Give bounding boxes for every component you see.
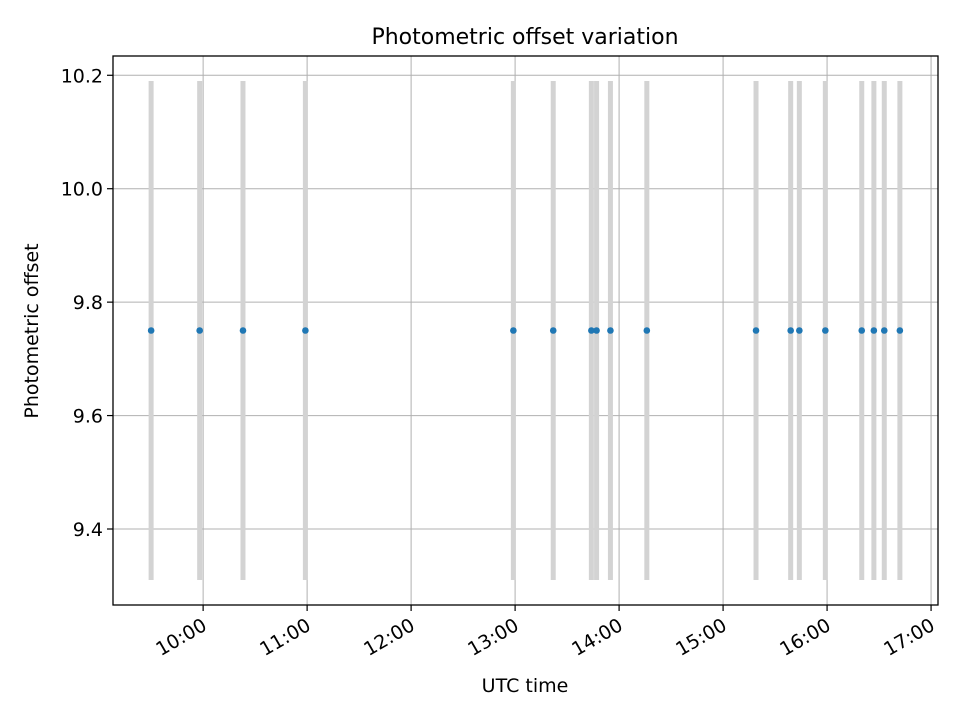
y-tick-label: 9.6 — [73, 406, 103, 428]
y-tick-label: 9.8 — [73, 292, 103, 314]
data-point — [588, 327, 595, 334]
y-axis-label: Photometric offset — [21, 243, 43, 418]
data-point — [787, 327, 794, 334]
data-point — [752, 327, 760, 334]
data-point — [196, 327, 203, 334]
data-point — [239, 327, 247, 334]
plot-frame — [112, 55, 939, 606]
chart-title: Photometric offset variation — [371, 25, 678, 50]
data-point — [858, 327, 866, 334]
y-tick-label: 9.4 — [73, 519, 103, 541]
x-axis-label: UTC time — [482, 675, 569, 697]
y-tick-label: 10.0 — [61, 179, 103, 201]
data-point — [593, 327, 600, 334]
data-point — [510, 327, 517, 334]
data-point — [822, 327, 829, 334]
data-point — [549, 327, 557, 334]
data-point — [870, 327, 878, 334]
data-point — [796, 327, 803, 334]
data-point — [302, 327, 309, 334]
data-point — [147, 327, 155, 334]
data-point — [880, 327, 888, 334]
data-point — [607, 327, 614, 334]
point-layer — [147, 327, 904, 334]
y-tick-label: 10.2 — [61, 65, 103, 87]
data-point — [643, 327, 651, 334]
data-point — [896, 327, 904, 334]
